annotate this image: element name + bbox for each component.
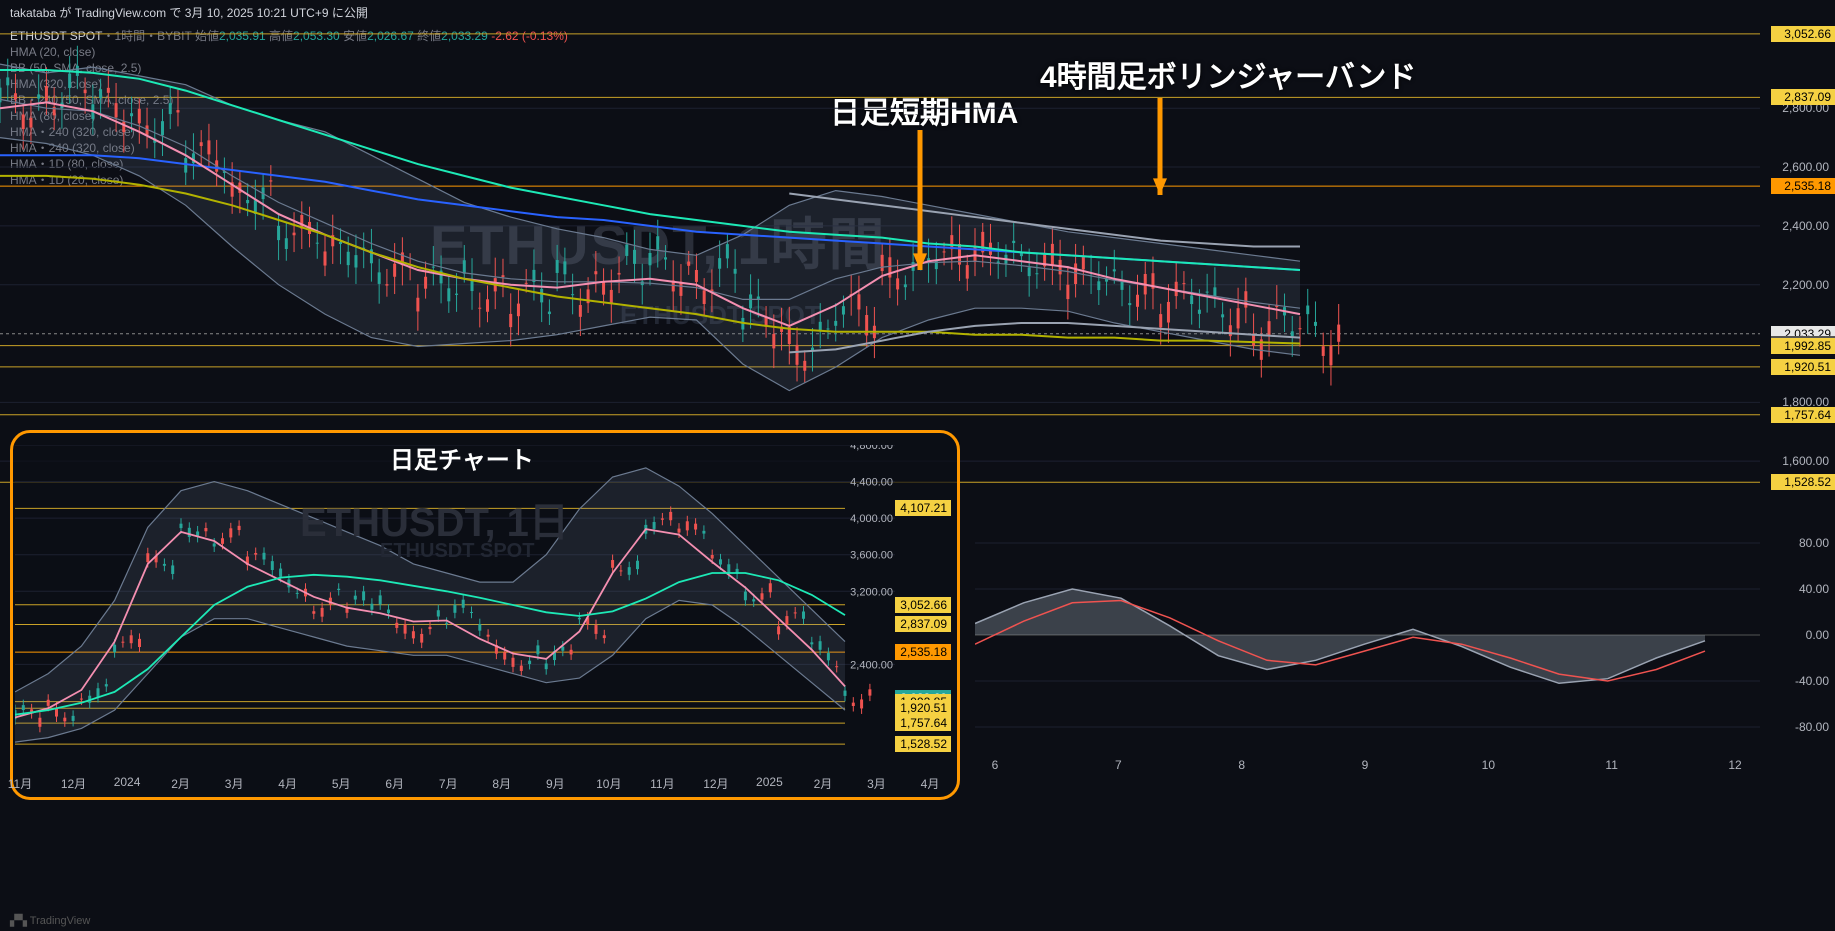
main-x-tick: 8 xyxy=(1238,758,1245,772)
inset-x-tick: 3月 xyxy=(867,775,886,792)
inset-price-tag: 3,052.66 xyxy=(895,597,951,613)
inset-price-tag: 2,535.18 xyxy=(895,644,951,660)
inset-title: 日足チャート xyxy=(390,440,534,475)
svg-text:4,000.00: 4,000.00 xyxy=(850,513,893,525)
inset-x-tick: 4月 xyxy=(278,775,297,792)
price-tag: 2,837.09 xyxy=(1771,89,1835,105)
price-tag: 3,052.66 xyxy=(1771,26,1835,42)
inset-chart-svg: 4,800.00 4,400.00 4,000.00 3,600.00 3,200.00… xyxy=(15,445,895,780)
svg-text:4,800.00: 4,800.00 xyxy=(850,445,893,452)
inset-x-tick: 3月 xyxy=(225,775,244,792)
svg-text:4,400.00: 4,400.00 xyxy=(850,477,893,489)
oscillator-svg xyxy=(975,520,1760,750)
price-tag: 2,535.18 xyxy=(1771,178,1835,194)
svg-text:3,600.00: 3,600.00 xyxy=(850,550,893,562)
svg-text:2,400.00: 2,400.00 xyxy=(850,659,893,671)
osc-y-tick: -80.00 xyxy=(1795,720,1829,734)
y-tick: 1,600.00 xyxy=(1782,454,1829,468)
inset-x-tick: 5月 xyxy=(332,775,351,792)
inset-x-tick: 11月 xyxy=(650,775,674,792)
inset-x-tick: 2024 xyxy=(114,775,141,789)
main-x-axis: 6 7 8 9 10 11 12 xyxy=(975,758,1760,778)
y-tick: 2,600.00 xyxy=(1782,160,1829,174)
inset-price-tag: 2,837.09 xyxy=(895,616,951,632)
inset-price-tag: 4,107.21 xyxy=(895,500,951,516)
inset-price-tag: 1,757.64 xyxy=(895,715,951,731)
inset-x-tick: 2月 xyxy=(171,775,190,792)
inset-x-tick: 11月 xyxy=(8,775,32,792)
tv-logo-icon: ▞▚ xyxy=(10,915,27,927)
inset-x-tick: 2月 xyxy=(814,775,833,792)
inset-price-tag: 1,920.51 xyxy=(895,700,951,716)
osc-y-tick: 40.00 xyxy=(1799,582,1829,596)
price-tag: 1,920.51 xyxy=(1771,359,1835,375)
osc-y-tick: 80.00 xyxy=(1799,536,1829,550)
osc-y-tick: -40.00 xyxy=(1795,674,1829,688)
inset-x-tick: 12月 xyxy=(61,775,86,792)
osc-y-tick: 0.00 xyxy=(1806,628,1829,642)
y-tick: 2,200.00 xyxy=(1782,278,1829,292)
footer-brand: ▞▚ TradingView xyxy=(10,914,90,927)
inset-x-tick: 8月 xyxy=(492,775,511,792)
inset-x-tick: 12月 xyxy=(703,775,728,792)
price-tag: 1,528.52 xyxy=(1771,474,1835,490)
inset-x-axis: 11月12月20242月3月4月5月6月7月8月9月10月11月12月20252… xyxy=(20,775,950,795)
inset-x-tick: 6月 xyxy=(385,775,404,792)
inset-x-tick: 4月 xyxy=(921,775,940,792)
oscillator-panel[interactable] xyxy=(975,520,1760,750)
main-x-tick: 6 xyxy=(992,758,999,772)
inset-x-tick: 7月 xyxy=(439,775,458,792)
main-x-tick: 10 xyxy=(1482,758,1495,772)
price-tag: 1,992.85 xyxy=(1771,338,1835,354)
inset-x-tick: 2025 xyxy=(756,775,783,789)
main-x-tick: 11 xyxy=(1605,758,1617,772)
inset-price-tag: 1,528.52 xyxy=(895,736,951,752)
main-x-tick: 12 xyxy=(1728,758,1741,772)
main-x-tick: 9 xyxy=(1362,758,1369,772)
svg-text:3,200.00: 3,200.00 xyxy=(850,586,893,598)
main-x-tick: 7 xyxy=(1115,758,1122,772)
inset-x-tick: 9月 xyxy=(546,775,565,792)
y-tick: 2,400.00 xyxy=(1782,219,1829,233)
inset-x-tick: 10月 xyxy=(596,775,621,792)
price-tag: 1,757.64 xyxy=(1771,407,1835,423)
